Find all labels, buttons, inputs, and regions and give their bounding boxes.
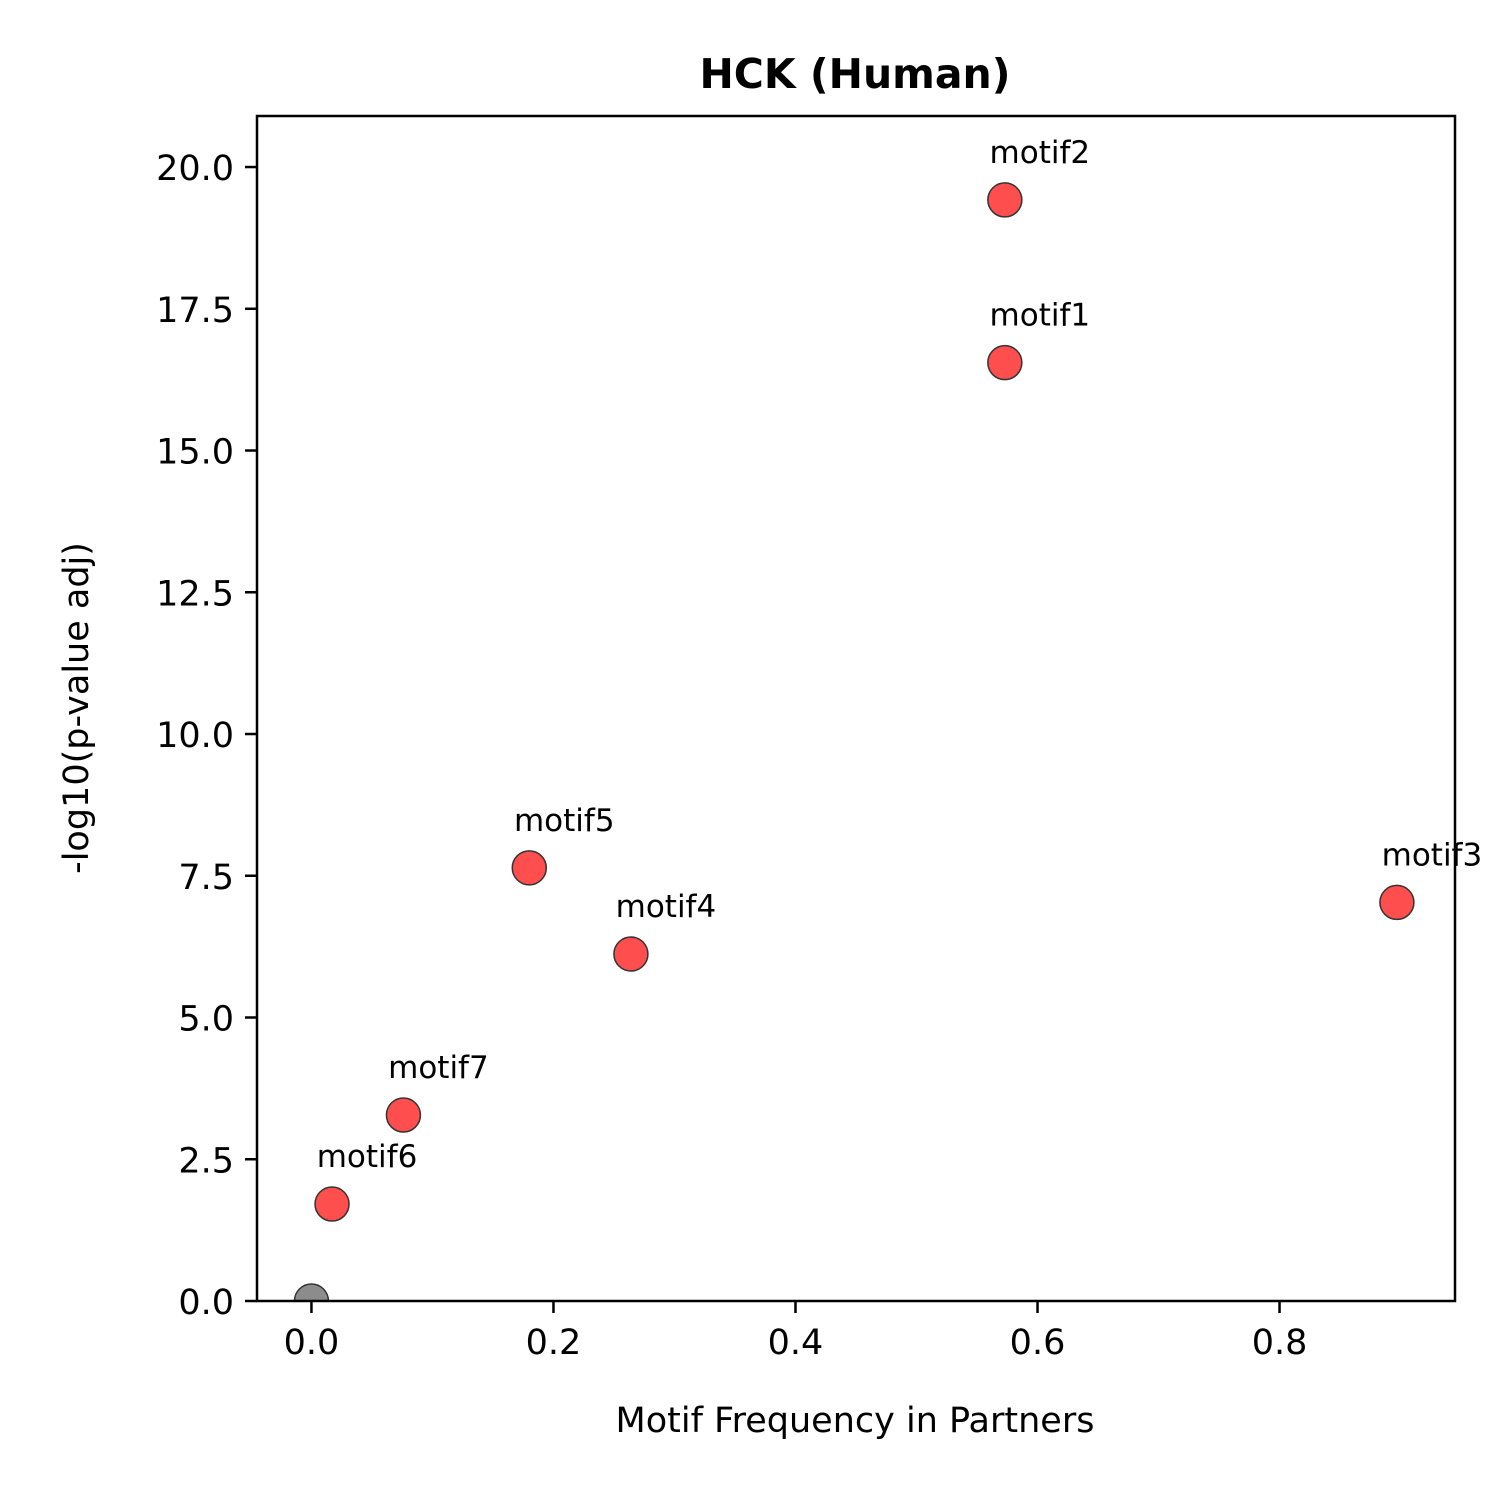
data-point-background xyxy=(293,1283,330,1301)
point-label-motif1: motif1 xyxy=(990,298,1091,334)
x-tick-label: 0.6 xyxy=(1010,1323,1066,1363)
x-axis-label: Motif Frequency in Partners xyxy=(616,1401,1095,1441)
plot-frame xyxy=(255,114,1457,1303)
y-axis-ticks: 0.0 2.5 5.0 7.5 10.0 12.5 15.0 17.5 20.0 xyxy=(156,149,257,1323)
data-point-motif7 xyxy=(385,1097,422,1133)
y-tick-label: 5.0 xyxy=(178,1000,234,1040)
point-label-motif4: motif4 xyxy=(616,889,717,925)
data-point-motif5 xyxy=(511,850,548,886)
data-point-motif1 xyxy=(987,344,1023,381)
data-point-motif6 xyxy=(314,1186,350,1222)
y-tick-label: 7.5 xyxy=(178,858,234,898)
x-tick-label: 0.4 xyxy=(768,1323,824,1363)
y-tick-label: 20.0 xyxy=(156,149,234,189)
y-tick-label: 10.0 xyxy=(156,716,234,756)
x-tick-label: 0.8 xyxy=(1252,1323,1308,1363)
chart-title: HCK (Human) xyxy=(699,50,1010,98)
y-tick-label: 2.5 xyxy=(178,1141,234,1181)
y-axis-label: -log10(p-value adj) xyxy=(57,542,97,874)
point-label-motif3: motif3 xyxy=(1382,837,1483,873)
x-axis-ticks: 0.0 0.2 0.4 0.6 0.8 xyxy=(284,1301,1308,1363)
point-labels-layer: motif1 motif2 motif3 motif4 motif5 motif6 moti… xyxy=(317,135,1482,1175)
data-point-motif2 xyxy=(987,182,1023,218)
point-label-motif2: motif2 xyxy=(990,135,1091,171)
y-tick-label: 0.0 xyxy=(178,1283,234,1323)
points-layer xyxy=(293,182,1415,1301)
x-tick-label: 0.2 xyxy=(526,1323,582,1363)
y-tick-label: 12.5 xyxy=(156,574,234,614)
data-point-motif3 xyxy=(1379,884,1415,921)
y-tick-label: 17.5 xyxy=(156,291,234,331)
x-tick-label: 0.0 xyxy=(284,1323,340,1363)
data-point-motif4 xyxy=(613,936,649,972)
point-label-motif6: motif6 xyxy=(317,1139,418,1175)
y-tick-label: 15.0 xyxy=(156,433,234,473)
point-label-motif7: motif7 xyxy=(388,1050,489,1086)
point-label-motif5: motif5 xyxy=(514,803,615,839)
